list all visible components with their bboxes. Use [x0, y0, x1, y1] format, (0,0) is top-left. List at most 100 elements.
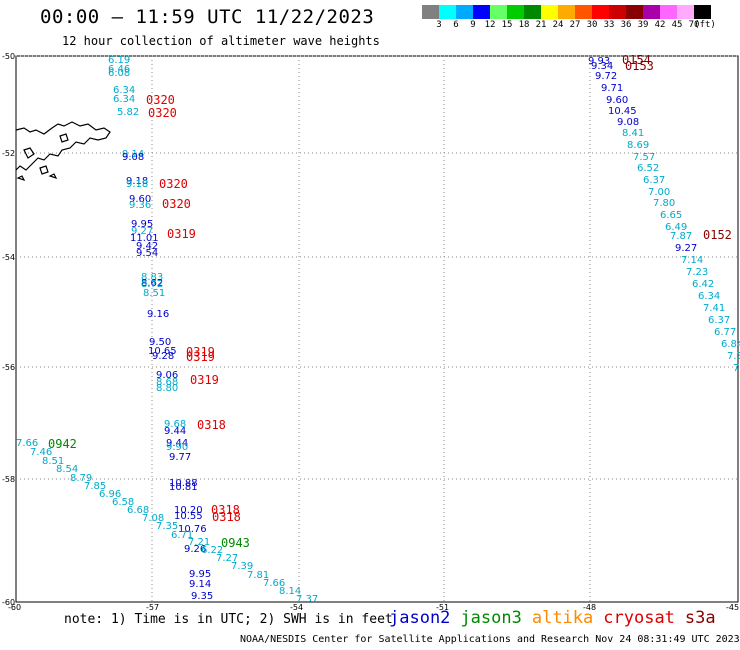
wave-height-label: 8.41 [622, 128, 644, 139]
wave-height-label: 8.80 [156, 383, 178, 394]
legend-swatch [626, 5, 643, 19]
wave-height-label: 8.83 [141, 272, 163, 283]
wave-height-label: 10.20 [174, 505, 203, 516]
wave-height-label: 9.28 [152, 351, 174, 362]
satellite-name-jason2: jason2 [389, 608, 451, 628]
wave-height-label: 9.68 [164, 419, 186, 430]
wave-height-label: 7.3 [727, 351, 740, 362]
legend-label: 42 [654, 20, 666, 30]
wave-height-label: 8.51 [42, 456, 64, 467]
wave-height-label: 9.35 [191, 591, 213, 602]
wave-height-label: 10.65 [148, 346, 177, 357]
legend-swatch [643, 5, 660, 19]
pass-time-label: 0320 [159, 177, 188, 191]
wave-height-label: 9.26 [184, 544, 206, 555]
legend-label: 18 [518, 20, 530, 30]
satellite-legend: jason2 jason3 altika cryosat s3a [389, 608, 726, 628]
credit-line: NOAA/NESDIS Center for Satellite Applica… [240, 634, 740, 645]
wave-height-label: 7.66 [16, 438, 38, 449]
wave-height-label: 7.57 [633, 152, 655, 163]
map-subtitle: 12 hour collection of altimeter wave hei… [62, 34, 380, 48]
wave-height-label: 9.90 [166, 442, 188, 453]
legend-swatch [558, 5, 575, 19]
wave-height-label: 7.41 [703, 303, 725, 314]
wave-height-label: 6.52 [637, 163, 659, 174]
wave-height-label: 6.46 [108, 64, 130, 75]
satellite-name-jason3: jason3 [460, 608, 522, 628]
legend-label: 39 [637, 20, 649, 30]
wave-height-label: 9.54 [136, 248, 158, 259]
legend-label: 27 [569, 20, 581, 30]
pass-time-label: 0154 [622, 53, 651, 67]
wave-height-label: 6.34 [113, 94, 135, 105]
wave-height-label: 7.87 [670, 231, 692, 242]
wave-height-label: 10.45 [608, 106, 637, 117]
wave-height-label: 9.72 [595, 71, 617, 82]
wave-height-label: 9.50 [149, 337, 171, 348]
graticule [16, 55, 738, 602]
satellite-name-altika: altika [531, 608, 594, 628]
wave-height-label: 10.55 [174, 511, 203, 522]
legend-label: 9 [470, 20, 476, 30]
wave-height-label: 7.14 [681, 255, 703, 266]
wave-height-label: 6.37 [643, 175, 665, 186]
wave-height-label: 6.42 [692, 279, 714, 290]
wave-height-label: 7 [733, 363, 739, 374]
legend-label: 30 [586, 20, 598, 30]
legend-swatch [660, 5, 677, 19]
legend-color-bar [422, 5, 711, 19]
legend-swatch [439, 5, 456, 19]
legend-swatch [609, 5, 626, 19]
wave-height-label: 8.69 [627, 140, 649, 151]
lon-label-45: -45 [726, 603, 739, 612]
wave-height-label: 9.44 [166, 438, 188, 449]
pass-time-label: 0943 [221, 536, 250, 550]
lon-label-54: -54 [290, 603, 303, 612]
pass-time-label: 0153 [625, 59, 654, 73]
wave-height-label: 9.77 [169, 452, 191, 463]
lon-label-57: -57 [146, 603, 159, 612]
wave-height-label: 9.08 [122, 152, 144, 163]
wave-height-label: 9.95 [131, 219, 153, 230]
wave-height-readings: 6.196.466.086.346.345.829.149.089.189.18… [16, 55, 740, 605]
footer-note: note: 1) Time is in UTC; 2) SWH is in fe… [64, 612, 393, 627]
legend-swatch [541, 5, 558, 19]
wave-height-label: 6.71 [171, 530, 193, 541]
legend-label: 6 [453, 20, 459, 30]
wave-height-label: 7.81 [247, 570, 269, 581]
lon-label-60: -60 [8, 603, 21, 612]
pass-time-label: 0319 [186, 350, 215, 364]
satellite-name-cryosat: cryosat [603, 608, 675, 628]
legend-swatch [507, 5, 524, 19]
pass-time-label: 0319 [190, 373, 219, 387]
legend-label: 24 [552, 20, 564, 30]
lat-label-52: -52 [2, 149, 15, 158]
wave-height-label: 7.80 [653, 198, 675, 209]
wave-height-label: 6.34 [698, 291, 720, 302]
wave-height-label: 6.49 [665, 222, 687, 233]
wave-height-label: 10.88 [169, 478, 198, 489]
wave-height-label: 7.27 [216, 553, 238, 564]
wave-height-label: 6.58 [112, 497, 134, 508]
wave-height-label: 8.51 [143, 288, 165, 299]
wave-height-label: 9.44 [164, 426, 186, 437]
legend-swatch [490, 5, 507, 19]
wave-height-label: 7.39 [231, 561, 253, 572]
pass-time-labels: 0320032003200320031903190319031903180318… [48, 53, 732, 550]
pass-time-label: 0942 [48, 437, 77, 451]
axis-labels: -50 -52 -54 -56 -58 -60 -60 -57 -54 -51 … [2, 52, 739, 612]
wave-height-label: 6.68 [127, 505, 149, 516]
legend-label: 12 [484, 20, 496, 30]
wave-height-label: 9.06 [156, 370, 178, 381]
wave-height-label: 9.95 [189, 569, 211, 580]
lat-label-60: -60 [2, 598, 15, 607]
pass-time-label: 0152 [703, 228, 732, 242]
wave-height-label: 7.00 [648, 187, 670, 198]
wave-height-label: 9.16 [147, 309, 169, 320]
wave-height-label: 9.27 [675, 243, 697, 254]
wave-height-label: 9.34 [591, 61, 613, 72]
pass-time-label: 0319 [186, 345, 215, 359]
pass-time-label: 0318 [212, 510, 241, 524]
legend-label: 45 [671, 20, 683, 30]
